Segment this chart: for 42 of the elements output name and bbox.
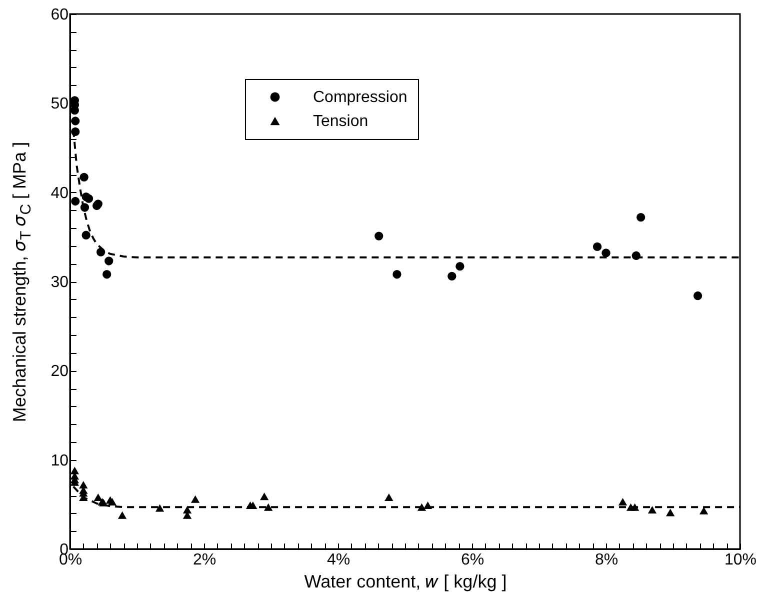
point: [384, 494, 394, 502]
point: [636, 212, 646, 222]
point: [82, 230, 90, 240]
point: [84, 194, 94, 203]
legend-label: Compression: [313, 89, 408, 106]
point: [71, 116, 80, 126]
point: [648, 506, 657, 514]
point: [118, 511, 127, 519]
point: [104, 256, 114, 266]
point: [71, 196, 80, 206]
point: [102, 270, 112, 279]
point: [448, 272, 456, 280]
y-tick-label: 60: [50, 6, 69, 24]
y-tick-label: 50: [50, 96, 69, 113]
point: [264, 503, 273, 511]
point: [374, 232, 384, 240]
x-tick-label: 4%: [326, 552, 350, 568]
point: [260, 492, 269, 500]
point: [79, 481, 88, 489]
point: [70, 466, 80, 474]
legend-label: Tension: [313, 113, 368, 130]
point: [618, 498, 628, 506]
x-tick-label: 2%: [192, 552, 216, 568]
y-tick-label: 40: [50, 184, 69, 202]
point: [666, 508, 675, 516]
point: [456, 262, 464, 271]
x-axis-title: Water content, 𝑤 [ kg/kg ]: [304, 572, 507, 592]
point: [602, 248, 610, 258]
y-tick-label: 10: [50, 452, 69, 470]
y-tick-label: 20: [50, 363, 69, 380]
point: [693, 291, 702, 300]
point: [592, 242, 602, 252]
y-tick-label: 30: [50, 274, 69, 291]
x-tick-label: 6%: [460, 552, 484, 568]
point: [80, 172, 88, 182]
x-tick-label: 8%: [594, 552, 618, 568]
x-tick-label: 10%: [724, 552, 757, 568]
point: [699, 506, 708, 514]
point: [155, 504, 164, 512]
point: [190, 495, 200, 503]
point: [392, 270, 402, 279]
point: [94, 494, 102, 502]
